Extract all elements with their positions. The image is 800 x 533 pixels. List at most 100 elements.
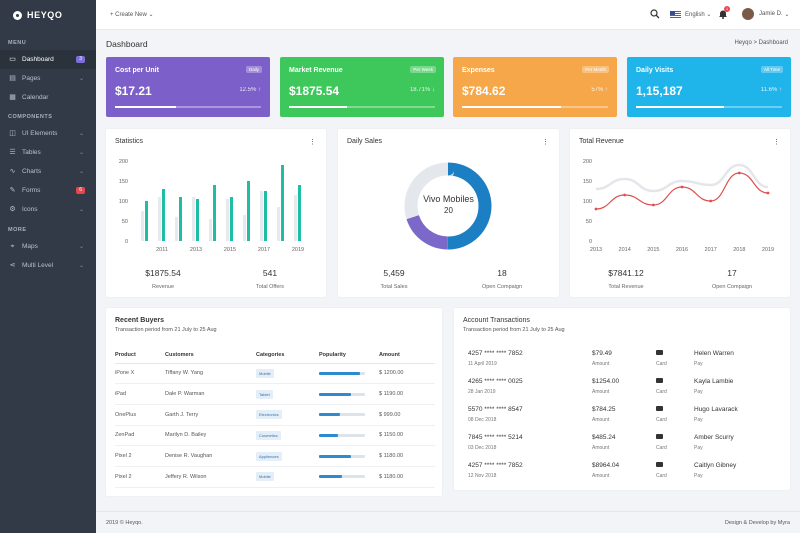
sidebar-item-label: Tables <box>22 149 41 156</box>
bar <box>264 191 267 241</box>
payee-name: Caitlyn Gibney <box>694 462 737 469</box>
table-row[interactable]: iPad Dale P. Warman Tablet $ 1190.00 <box>115 383 435 405</box>
transaction-row[interactable]: 4265 **** **** 0025 28 Jan 2019 $1254.00 Am… <box>468 376 778 404</box>
card-number: 5570 **** **** 8547 <box>468 406 523 413</box>
y-tick-label: 100 <box>583 199 592 205</box>
sidebar-item-icons[interactable]: ⚙ Icons ⌄ <box>0 200 96 219</box>
breadcrumb[interactable]: Heyqo > Dashboard <box>734 40 788 46</box>
payment-type: Card <box>656 445 667 451</box>
more-menu-icon[interactable]: ⋮ <box>773 139 780 146</box>
popularity-bar <box>319 454 365 458</box>
stat-value: 1,15,187 <box>636 84 683 98</box>
stat-percent-value: 11.6% <box>760 87 778 93</box>
sidebar-item-ui-elements[interactable]: ◫ UI Elements ⌄ <box>0 124 96 143</box>
x-tick-label: 2011 <box>156 247 168 253</box>
column-header[interactable]: Popularity <box>319 348 379 364</box>
sidebar-item-label: Charts <box>22 168 42 175</box>
transaction-row[interactable]: 5570 **** **** 8547 08 Dec 2018 $784.25 Amo… <box>468 404 778 432</box>
table-row[interactable]: ZenPad Marilyn D. Bailey Cosmetics $ 1150.0… <box>115 425 435 447</box>
column-header[interactable]: Customers <box>165 348 256 364</box>
table-row[interactable]: iPone X Tiffany W. Yang Mobile $ 1200.00 <box>115 363 435 385</box>
amount-cell: $ 1200.00 <box>379 363 435 385</box>
sidebar-item-charts[interactable]: ∿ Charts ⌄ <box>0 162 96 181</box>
x-tick-label: 2019 <box>762 247 774 253</box>
sidebar-item-maps[interactable]: ⌖ Maps ⌄ <box>0 237 96 256</box>
transaction-amount: $79.49 <box>592 350 612 357</box>
chevron-down-icon: ⌄ <box>78 131 84 137</box>
card-number: 4257 **** **** 7852 <box>468 350 523 357</box>
total-revenue-stat: $7841.12 Total Revenue <box>586 268 666 290</box>
x-tick-label: 2018 <box>733 247 745 253</box>
stat-percent-value: 12.5% <box>239 87 257 93</box>
section-components: COMPONENTS <box>8 114 53 120</box>
revenue-value: $1875.54 <box>145 268 181 278</box>
sidebar-item-calendar[interactable]: ▦ Calendar <box>0 88 96 107</box>
bell-icon[interactable]: 1 <box>718 6 730 22</box>
y-tick-label: 150 <box>119 179 128 185</box>
monitor-icon: ▭ <box>9 56 16 63</box>
sidebar-item-tables[interactable]: ☰ Tables ⌄ <box>0 143 96 162</box>
open-compaign-value: 18 <box>497 268 507 278</box>
total-revenue-line-chart: 0 50 100 150 200 2013 2014 2015 2016 2017 2018 2019 <box>583 159 774 253</box>
search-icon[interactable] <box>650 9 660 22</box>
sidebar-item-multi-level[interactable]: ⋖ Multi Level ⌄ <box>0 256 96 275</box>
payee-name: Hugo Lavarack <box>694 406 738 413</box>
payee-name: Kayla Lambie <box>694 378 734 385</box>
table-row[interactable]: Pixel 2 Denise R. Vaughan Appliences $ 1180… <box>115 445 435 467</box>
column-header[interactable]: Product <box>115 348 165 364</box>
table-row[interactable]: OnePlus Garth J. Terry Electronics $ 999.00 <box>115 404 435 426</box>
bar <box>277 207 280 241</box>
stat-period-badge: All Time <box>760 66 783 73</box>
credit-card-icon <box>656 462 663 467</box>
map-icon: ⌖ <box>10 243 15 250</box>
daily-sales-donut <box>404 162 492 250</box>
stat-card: Market Revenue Per Week $1875.54 18.71% ↓ <box>280 57 444 117</box>
transaction-row[interactable]: 4257 **** **** 7852 11 April 2019 $79.49 Am… <box>468 348 778 376</box>
language-selector[interactable]: English ⌄ <box>670 11 711 18</box>
stat-card: Daily Visits All Time 1,15,187 11.6% ↑ <box>627 57 791 117</box>
chevron-down-icon: ⌄ <box>78 150 84 156</box>
stat-period-badge: Daily <box>245 66 262 73</box>
user-menu[interactable]: Jamie D. ⌄ <box>742 8 789 20</box>
sidebar-item-label: Forms <box>22 187 41 194</box>
share-icon: ⋖ <box>9 262 16 269</box>
stat-title: Cost per Unit <box>115 67 159 74</box>
column-header[interactable]: Categories <box>256 348 319 364</box>
payment-action: Pay <box>694 361 703 367</box>
amount-cell: $ 1180.00 <box>379 445 435 467</box>
donut-center-title: Vivo Mobiles <box>423 194 474 204</box>
stat-progress-track <box>115 106 261 108</box>
popularity-cell <box>319 445 379 467</box>
revenue-compaign-stat: 17 Open Compaign <box>692 268 772 290</box>
bar <box>247 181 250 241</box>
sidebar-badge: 3 <box>76 56 85 63</box>
transaction-row[interactable]: 7845 **** **** 5214 03 Dec 2018 $485.24 Amo… <box>468 432 778 460</box>
transaction-row[interactable]: 4257 **** **** 7852 12 Nov 2018 $8964.04 Am… <box>468 460 778 488</box>
sidebar-item-dashboard[interactable]: ▭ Dashboard 3 <box>0 50 96 69</box>
popularity-fill <box>319 454 352 458</box>
category-tag: Mobile <box>256 472 274 482</box>
brand-logo[interactable]: HEYQO <box>0 0 96 30</box>
bar <box>209 219 212 241</box>
more-menu-icon[interactable]: ⋮ <box>309 139 316 146</box>
y-tick-label: 150 <box>583 179 592 185</box>
table-row[interactable]: Pixel 2 Jeffery R. Wilson Mobile $ 1180.00 <box>115 466 435 488</box>
sidebar-item-label: Dashboard <box>22 56 54 63</box>
card-number: 7845 **** **** 5214 <box>468 434 523 441</box>
credit-card-icon <box>656 378 663 383</box>
revenue-stat: $1875.54 Revenue <box>123 268 203 290</box>
customer-cell: Marilyn D. Bailey <box>165 425 256 447</box>
create-new-button[interactable]: + Create New ⌄ <box>110 12 154 18</box>
column-header[interactable]: Amount <box>379 348 435 364</box>
sidebar-item-pages[interactable]: ▤ Pages ⌄ <box>0 69 96 88</box>
statistics-title: Statistics <box>115 138 144 145</box>
amount-cell: $ 1180.00 <box>379 466 435 488</box>
amount-cell: $ 1190.00 <box>379 383 435 405</box>
more-menu-icon[interactable]: ⋮ <box>542 139 549 146</box>
sidebar-item-forms[interactable]: ✎ Forms 6 <box>0 181 96 200</box>
popularity-fill <box>319 371 361 375</box>
popularity-cell <box>319 404 379 426</box>
bar <box>145 201 148 241</box>
bar <box>213 185 216 241</box>
offers-label: Total Offers <box>255 284 285 290</box>
